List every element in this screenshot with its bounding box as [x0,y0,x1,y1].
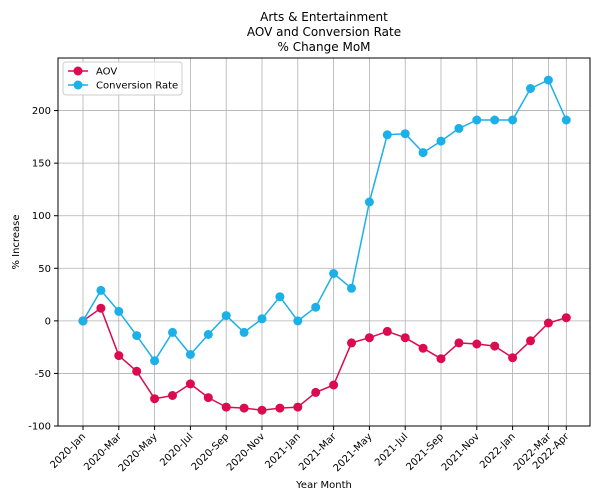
series-layer [78,75,571,415]
x-axis-ticks: 2020-Jan2020-Mar2020-May2020-Jul2020-Sep… [49,426,572,474]
data-point-conversion-rate [526,84,535,93]
x-tick-label: 2021-Jul [373,431,410,468]
data-point-aov [347,338,356,348]
data-point-aov [329,380,339,390]
data-point-conversion-rate [203,330,213,339]
data-point-aov [418,343,428,353]
data-point-conversion-rate [454,123,464,133]
data-point-conversion-rate [239,327,249,337]
data-point-aov [257,405,267,415]
data-point-conversion-rate [364,197,374,207]
data-point-conversion-rate [543,75,553,85]
data-point-aov [96,303,106,313]
grid-lines [58,58,590,427]
data-point-aov [275,403,285,413]
data-point-conversion-rate [132,331,142,341]
data-point-conversion-rate [436,136,446,146]
y-axis-ticks: -100 -50 0 50 100 150 200 [28,106,58,433]
data-point-conversion-rate [257,314,267,324]
data-point-aov [454,338,464,348]
legend-label-aov: AOV [96,67,117,78]
legend-marker-aov [73,66,83,76]
data-point-aov [221,402,231,412]
data-point-aov [311,387,321,397]
data-point-conversion-rate [347,283,356,293]
data-point-aov [436,354,446,364]
data-point-conversion-rate [400,129,410,139]
data-point-aov [490,341,500,351]
data-point-conversion-rate [293,316,303,326]
data-point-conversion-rate [185,350,195,359]
x-tick-label: 2021-May [332,431,375,474]
series-line-conversion-rate [82,79,567,362]
data-point-aov [150,394,160,404]
data-point-aov [168,391,177,400]
y-tick-label: 100 [32,211,51,222]
y-axis-label: % Increase [11,215,22,270]
series-aov [78,303,571,415]
x-tick-label: 2020-May [117,431,160,474]
data-point-aov [526,336,535,346]
data-point-aov [114,351,124,361]
data-point-aov [561,313,571,323]
data-point-conversion-rate [96,285,106,295]
data-point-conversion-rate [329,269,339,278]
data-point-conversion-rate [561,115,571,125]
data-point-aov [364,333,374,343]
y-tick-label: 50 [38,264,51,275]
data-point-conversion-rate [78,316,88,326]
y-tick-label: 0 [45,316,51,327]
data-point-conversion-rate [382,130,392,140]
series-line-aov [82,307,567,411]
data-point-conversion-rate [114,306,124,316]
plot-frame [57,57,591,427]
data-point-conversion-rate [490,115,500,125]
data-point-conversion-rate [472,115,482,125]
x-tick-label: 2020-Nov [225,431,267,473]
data-point-conversion-rate [311,302,321,312]
data-point-conversion-rate [508,115,518,125]
data-point-conversion-rate [150,356,160,366]
x-tick-label: 2020-Jul [158,431,195,468]
legend: AOV Conversion Rate [62,61,183,96]
data-point-conversion-rate [221,311,231,321]
data-point-conversion-rate [418,148,428,158]
data-point-aov [293,402,303,412]
series-conversion-rate [78,75,571,366]
y-tick-label: 150 [32,159,51,170]
data-point-aov [382,326,392,336]
x-axis-label: Year Month [295,480,352,491]
y-tick-label: -100 [28,422,51,433]
y-tick-label: -50 [35,369,51,380]
data-point-aov [400,333,410,343]
chart-title-line-1: Arts & Entertainment [260,10,388,24]
y-tick-label: 200 [32,106,51,117]
data-point-aov [203,393,213,403]
data-point-aov [472,339,482,349]
data-point-aov [132,366,142,376]
data-point-aov [185,379,195,389]
chart-title-line-2: AOV and Conversion Rate [247,25,401,39]
data-point-aov [543,318,553,328]
data-point-aov [508,353,518,363]
chart-title-line-3: % Change MoM [277,40,370,54]
data-point-conversion-rate [275,292,285,302]
data-point-conversion-rate [168,327,177,337]
x-tick-label: 2021-Nov [440,431,482,473]
legend-marker-conversion-rate [73,80,83,90]
legend-label-conversion-rate: Conversion Rate [96,81,178,92]
data-point-aov [239,403,249,413]
legend-frame [62,61,183,96]
